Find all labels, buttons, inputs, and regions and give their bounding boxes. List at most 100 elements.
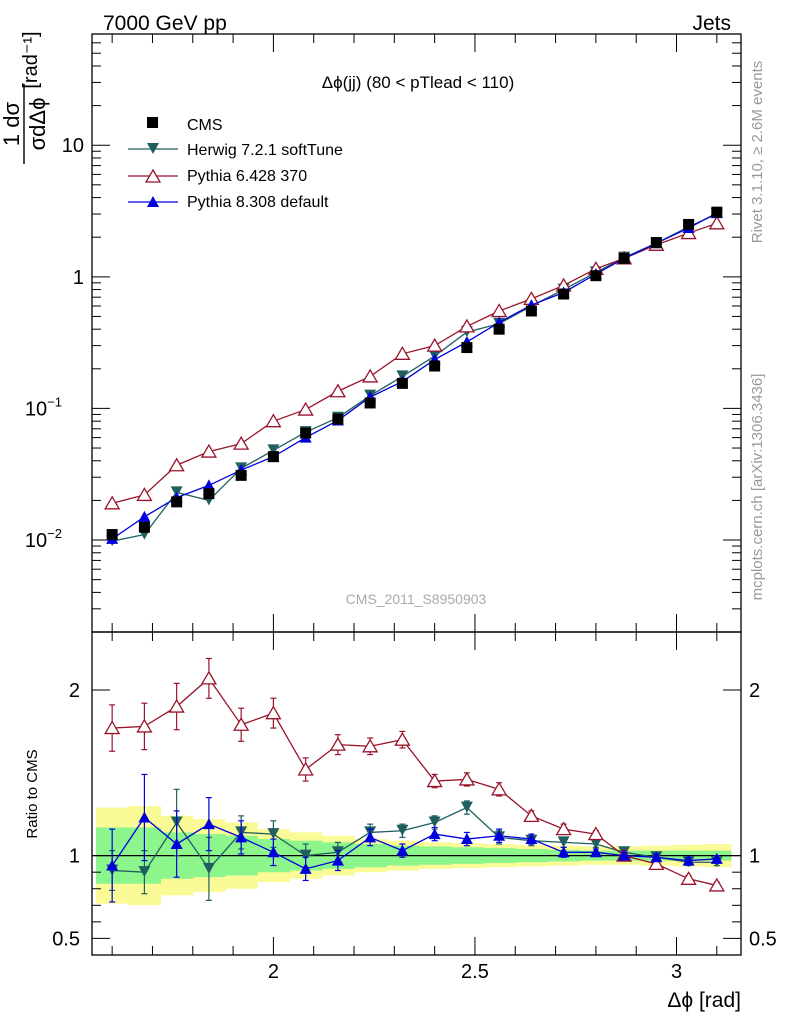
data-point-pythia-6-428-370 bbox=[362, 368, 379, 383]
y-label-denominator: σdΔϕ bbox=[25, 98, 50, 151]
ratio-point-pythia-6-428-370 bbox=[648, 856, 665, 871]
data-point-pythia-6-428-370 bbox=[168, 457, 185, 472]
ratio-point-pythia-8-308-default bbox=[589, 846, 602, 858]
data-point-pythia-6-428-370 bbox=[329, 383, 347, 398]
ratio-y-tick-label-left: 1 bbox=[69, 846, 80, 868]
ratio-point-pythia-8-308-default bbox=[682, 854, 695, 866]
ratio-point-pythia-8-308-default bbox=[299, 862, 312, 874]
ratio-line-pythia-6-428-370 bbox=[112, 677, 717, 887]
data-point-pythia-6-428-370 bbox=[233, 435, 250, 450]
x-tick-label: 3 bbox=[671, 961, 682, 983]
ratio-point-herwig-7-2-1-softtune bbox=[428, 816, 441, 828]
ratio-point-pythia-6-428-370 bbox=[329, 736, 347, 751]
ratio-point-herwig-7-2-1-softtune bbox=[267, 828, 280, 840]
y-label-numerator: 1 dσ bbox=[0, 102, 24, 147]
ratio-point-pythia-6-428-370 bbox=[708, 877, 725, 892]
ratio-point-pythia-8-308-default bbox=[493, 829, 506, 841]
main-y-tick-base: 10 bbox=[62, 135, 84, 157]
data-point-cms bbox=[493, 323, 505, 335]
data-point-herwig-7-2-1-softtune bbox=[267, 444, 280, 456]
ratio-panel-frame bbox=[91, 631, 742, 956]
main-y-axis-label: 1 dσ σdΔϕ [rad⁻¹] bbox=[0, 31, 50, 164]
ratio-point-pythia-8-308-default bbox=[396, 844, 409, 856]
ratio-point-pythia-8-308-default bbox=[138, 811, 151, 823]
ratio-point-pythia-8-308-default bbox=[557, 846, 570, 858]
data-point-cms bbox=[618, 252, 630, 264]
legend-label-cms: CMS bbox=[187, 117, 223, 134]
analysis-watermark: CMS_2011_S8950903 bbox=[346, 591, 487, 607]
data-point-pythia-6-428-370 bbox=[297, 401, 314, 416]
ratio-point-pythia-6-428-370 bbox=[362, 738, 379, 753]
ratio-point-herwig-7-2-1-softtune bbox=[299, 849, 312, 861]
ratio-y-axis-label: Ratio to CMS bbox=[24, 749, 41, 838]
main-y-tick-label: 1 bbox=[73, 267, 84, 289]
ratio-point-pythia-8-308-default bbox=[267, 846, 280, 858]
ratio-y-tick-label-left: 2 bbox=[69, 680, 80, 702]
data-point-cms bbox=[396, 377, 408, 389]
data-point-pythia-6-428-370 bbox=[491, 303, 508, 318]
ratio-point-pythia-6-428-370 bbox=[587, 826, 605, 841]
series-herwig-7-2-1-softtune bbox=[106, 208, 723, 547]
series-cms bbox=[106, 206, 723, 541]
ratio-point-pythia-8-308-default bbox=[170, 838, 183, 850]
data-point-pythia-6-428-370 bbox=[394, 346, 411, 360]
legend-label-pythia8: Pythia 8.308 default bbox=[187, 194, 329, 211]
legend-marker-pythia6 bbox=[144, 168, 162, 183]
ratio-y-tick-label-right: 1 bbox=[749, 846, 760, 868]
ratio-point-herwig-7-2-1-softtune bbox=[557, 836, 570, 848]
data-point-cms bbox=[558, 288, 570, 300]
main-y-tick-label: 10−2 bbox=[25, 526, 62, 552]
ratio-point-pythia-6-428-370 bbox=[426, 773, 443, 788]
ratio-point-pythia-6-428-370 bbox=[200, 670, 218, 685]
main-y-tick-exponent: −1 bbox=[47, 394, 62, 409]
ratio-point-pythia-8-308-default bbox=[202, 818, 215, 830]
ratio-point-pythia-6-428-370 bbox=[555, 821, 572, 836]
data-point-cms bbox=[138, 521, 150, 533]
ratio-point-pythia-6-428-370 bbox=[458, 771, 476, 786]
ratio-point-herwig-7-2-1-softtune bbox=[589, 838, 602, 850]
main-panel-series bbox=[104, 206, 725, 547]
ratio-point-pythia-8-308-default bbox=[364, 831, 377, 843]
data-point-pythia-8-308-default bbox=[202, 479, 215, 491]
ratio-point-pythia-6-428-370 bbox=[523, 808, 540, 823]
legend: CMS Herwig 7.2.1 softTune Pythia 6.428 3… bbox=[128, 117, 343, 211]
ratio-point-pythia-8-308-default bbox=[525, 833, 538, 845]
data-point-pythia-6-428-370 bbox=[136, 487, 153, 502]
x-axis-label: Δϕ [rad] bbox=[667, 989, 741, 1012]
main-y-tick-label: 10 bbox=[62, 135, 84, 157]
ratio-panel-series bbox=[104, 657, 725, 903]
data-point-cms bbox=[235, 469, 247, 481]
ratio-point-pythia-6-428-370 bbox=[680, 871, 697, 885]
data-point-cms bbox=[429, 360, 441, 372]
data-point-pythia-6-428-370 bbox=[265, 413, 282, 428]
ratio-point-herwig-7-2-1-softtune bbox=[460, 801, 473, 813]
legend-marker-cms bbox=[147, 117, 158, 128]
main-y-tick-exponent: −2 bbox=[47, 526, 62, 541]
ratio-point-pythia-6-428-370 bbox=[168, 698, 185, 713]
data-point-cms bbox=[590, 270, 602, 282]
ratio-point-pythia-8-308-default bbox=[106, 859, 119, 871]
ratio-point-pythia-8-308-default bbox=[618, 849, 631, 861]
mcplots-reference-label: mcplots.cern.ch [arXiv:1306.3436] bbox=[749, 374, 766, 601]
beam-energy-label: 7000 GeV pp bbox=[103, 12, 227, 35]
ratio-point-pythia-6-428-370 bbox=[104, 720, 121, 735]
ratio-point-pythia-8-308-default bbox=[235, 831, 248, 843]
ratio-y-tick-label-right: 2 bbox=[749, 680, 760, 702]
legend-marker-pythia8 bbox=[147, 196, 159, 207]
ratio-point-herwig-7-2-1-softtune bbox=[202, 862, 215, 874]
data-point-cms bbox=[106, 529, 118, 541]
ratio-point-pythia-6-428-370 bbox=[233, 716, 250, 731]
data-point-cms bbox=[650, 237, 662, 249]
ratio-point-pythia-8-308-default bbox=[460, 833, 473, 845]
data-point-pythia-6-428-370 bbox=[708, 215, 725, 230]
data-point-cms bbox=[461, 342, 473, 354]
data-point-cms bbox=[364, 397, 376, 409]
main-y-tick-base: 10 bbox=[25, 530, 47, 552]
plot-title: Δϕ(jj) (80 < pTlead < 110) bbox=[322, 73, 515, 92]
ratio-line-pythia-8-308-default bbox=[111, 816, 717, 870]
data-point-cms bbox=[711, 206, 723, 218]
series-pythia-6-428-370 bbox=[104, 215, 725, 510]
ratio-point-pythia-8-308-default bbox=[428, 828, 441, 840]
